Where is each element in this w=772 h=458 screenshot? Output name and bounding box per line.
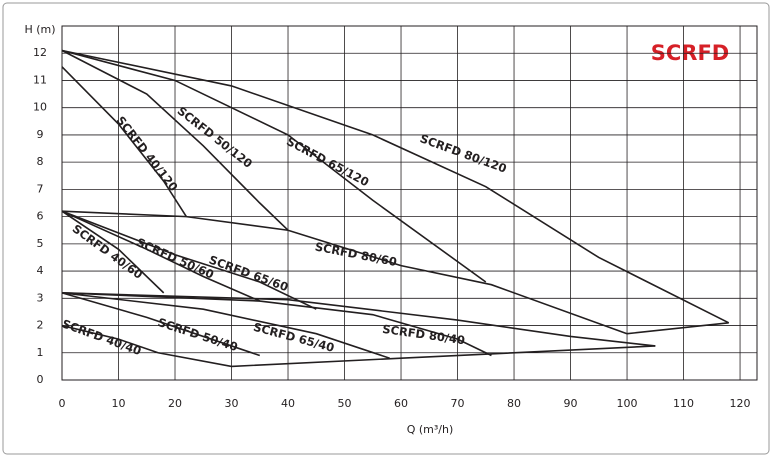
x-tick-label: 0 bbox=[59, 397, 66, 410]
curve bbox=[61, 324, 159, 354]
y-tick-label: 10 bbox=[33, 101, 47, 114]
x-axis-label: Q (m³/h) bbox=[407, 423, 454, 436]
curve-label: SCRFD 65/60 bbox=[207, 253, 290, 295]
y-tick-label: 4 bbox=[37, 264, 44, 277]
curve-label: SCRFD 80/120 bbox=[418, 131, 508, 175]
curve bbox=[61, 292, 656, 347]
curve bbox=[61, 292, 390, 359]
y-tick-label: 6 bbox=[37, 210, 44, 223]
curve bbox=[61, 66, 187, 218]
x-tick-label: 20 bbox=[168, 397, 182, 410]
curve bbox=[61, 210, 165, 294]
x-tick-label: 100 bbox=[617, 397, 638, 410]
curve bbox=[61, 210, 317, 310]
y-tick-label: 1 bbox=[37, 346, 44, 359]
x-tick-label: 50 bbox=[338, 397, 352, 410]
x-tick-label: 120 bbox=[730, 397, 751, 410]
curve bbox=[61, 210, 628, 335]
y-tick-label: 12 bbox=[33, 46, 47, 59]
curve-label: SCRFD 65/120 bbox=[284, 134, 371, 189]
y-axis-label: H (m) bbox=[24, 23, 55, 36]
y-tick-label: 11 bbox=[33, 73, 47, 86]
curve bbox=[61, 49, 289, 231]
curve bbox=[61, 210, 261, 302]
x-tick-label: 110 bbox=[673, 397, 694, 410]
curve bbox=[61, 292, 492, 357]
y-tick-label: 3 bbox=[37, 291, 44, 304]
x-tick-label: 90 bbox=[564, 397, 578, 410]
x-tick-label: 80 bbox=[507, 397, 521, 410]
y-tick-label: 0 bbox=[37, 373, 44, 386]
y-tick-label: 8 bbox=[37, 155, 44, 168]
curve-label: SCRFD 40/60 bbox=[70, 221, 146, 281]
curve bbox=[157, 345, 656, 368]
curve-label: SCRFD 40/40 bbox=[60, 317, 143, 359]
curve bbox=[626, 322, 729, 335]
x-tick-label: 10 bbox=[112, 397, 126, 410]
y-tick-label: 5 bbox=[37, 237, 44, 250]
y-tick-label: 7 bbox=[37, 182, 44, 195]
curve-label: SCRFD 65/40 bbox=[252, 320, 336, 355]
curve bbox=[61, 49, 487, 283]
curve-label: SCRFD 40/120 bbox=[114, 113, 181, 193]
y-tick-label: 9 bbox=[37, 128, 44, 141]
x-tick-label: 40 bbox=[281, 397, 295, 410]
y-tick-label: 2 bbox=[37, 319, 44, 332]
x-tick-label: 60 bbox=[394, 397, 408, 410]
curve bbox=[61, 292, 261, 357]
curve bbox=[61, 49, 730, 324]
curve-label: SCRFD 50/40 bbox=[156, 315, 239, 354]
x-tick-label: 30 bbox=[225, 397, 239, 410]
x-tick-label: 70 bbox=[451, 397, 465, 410]
